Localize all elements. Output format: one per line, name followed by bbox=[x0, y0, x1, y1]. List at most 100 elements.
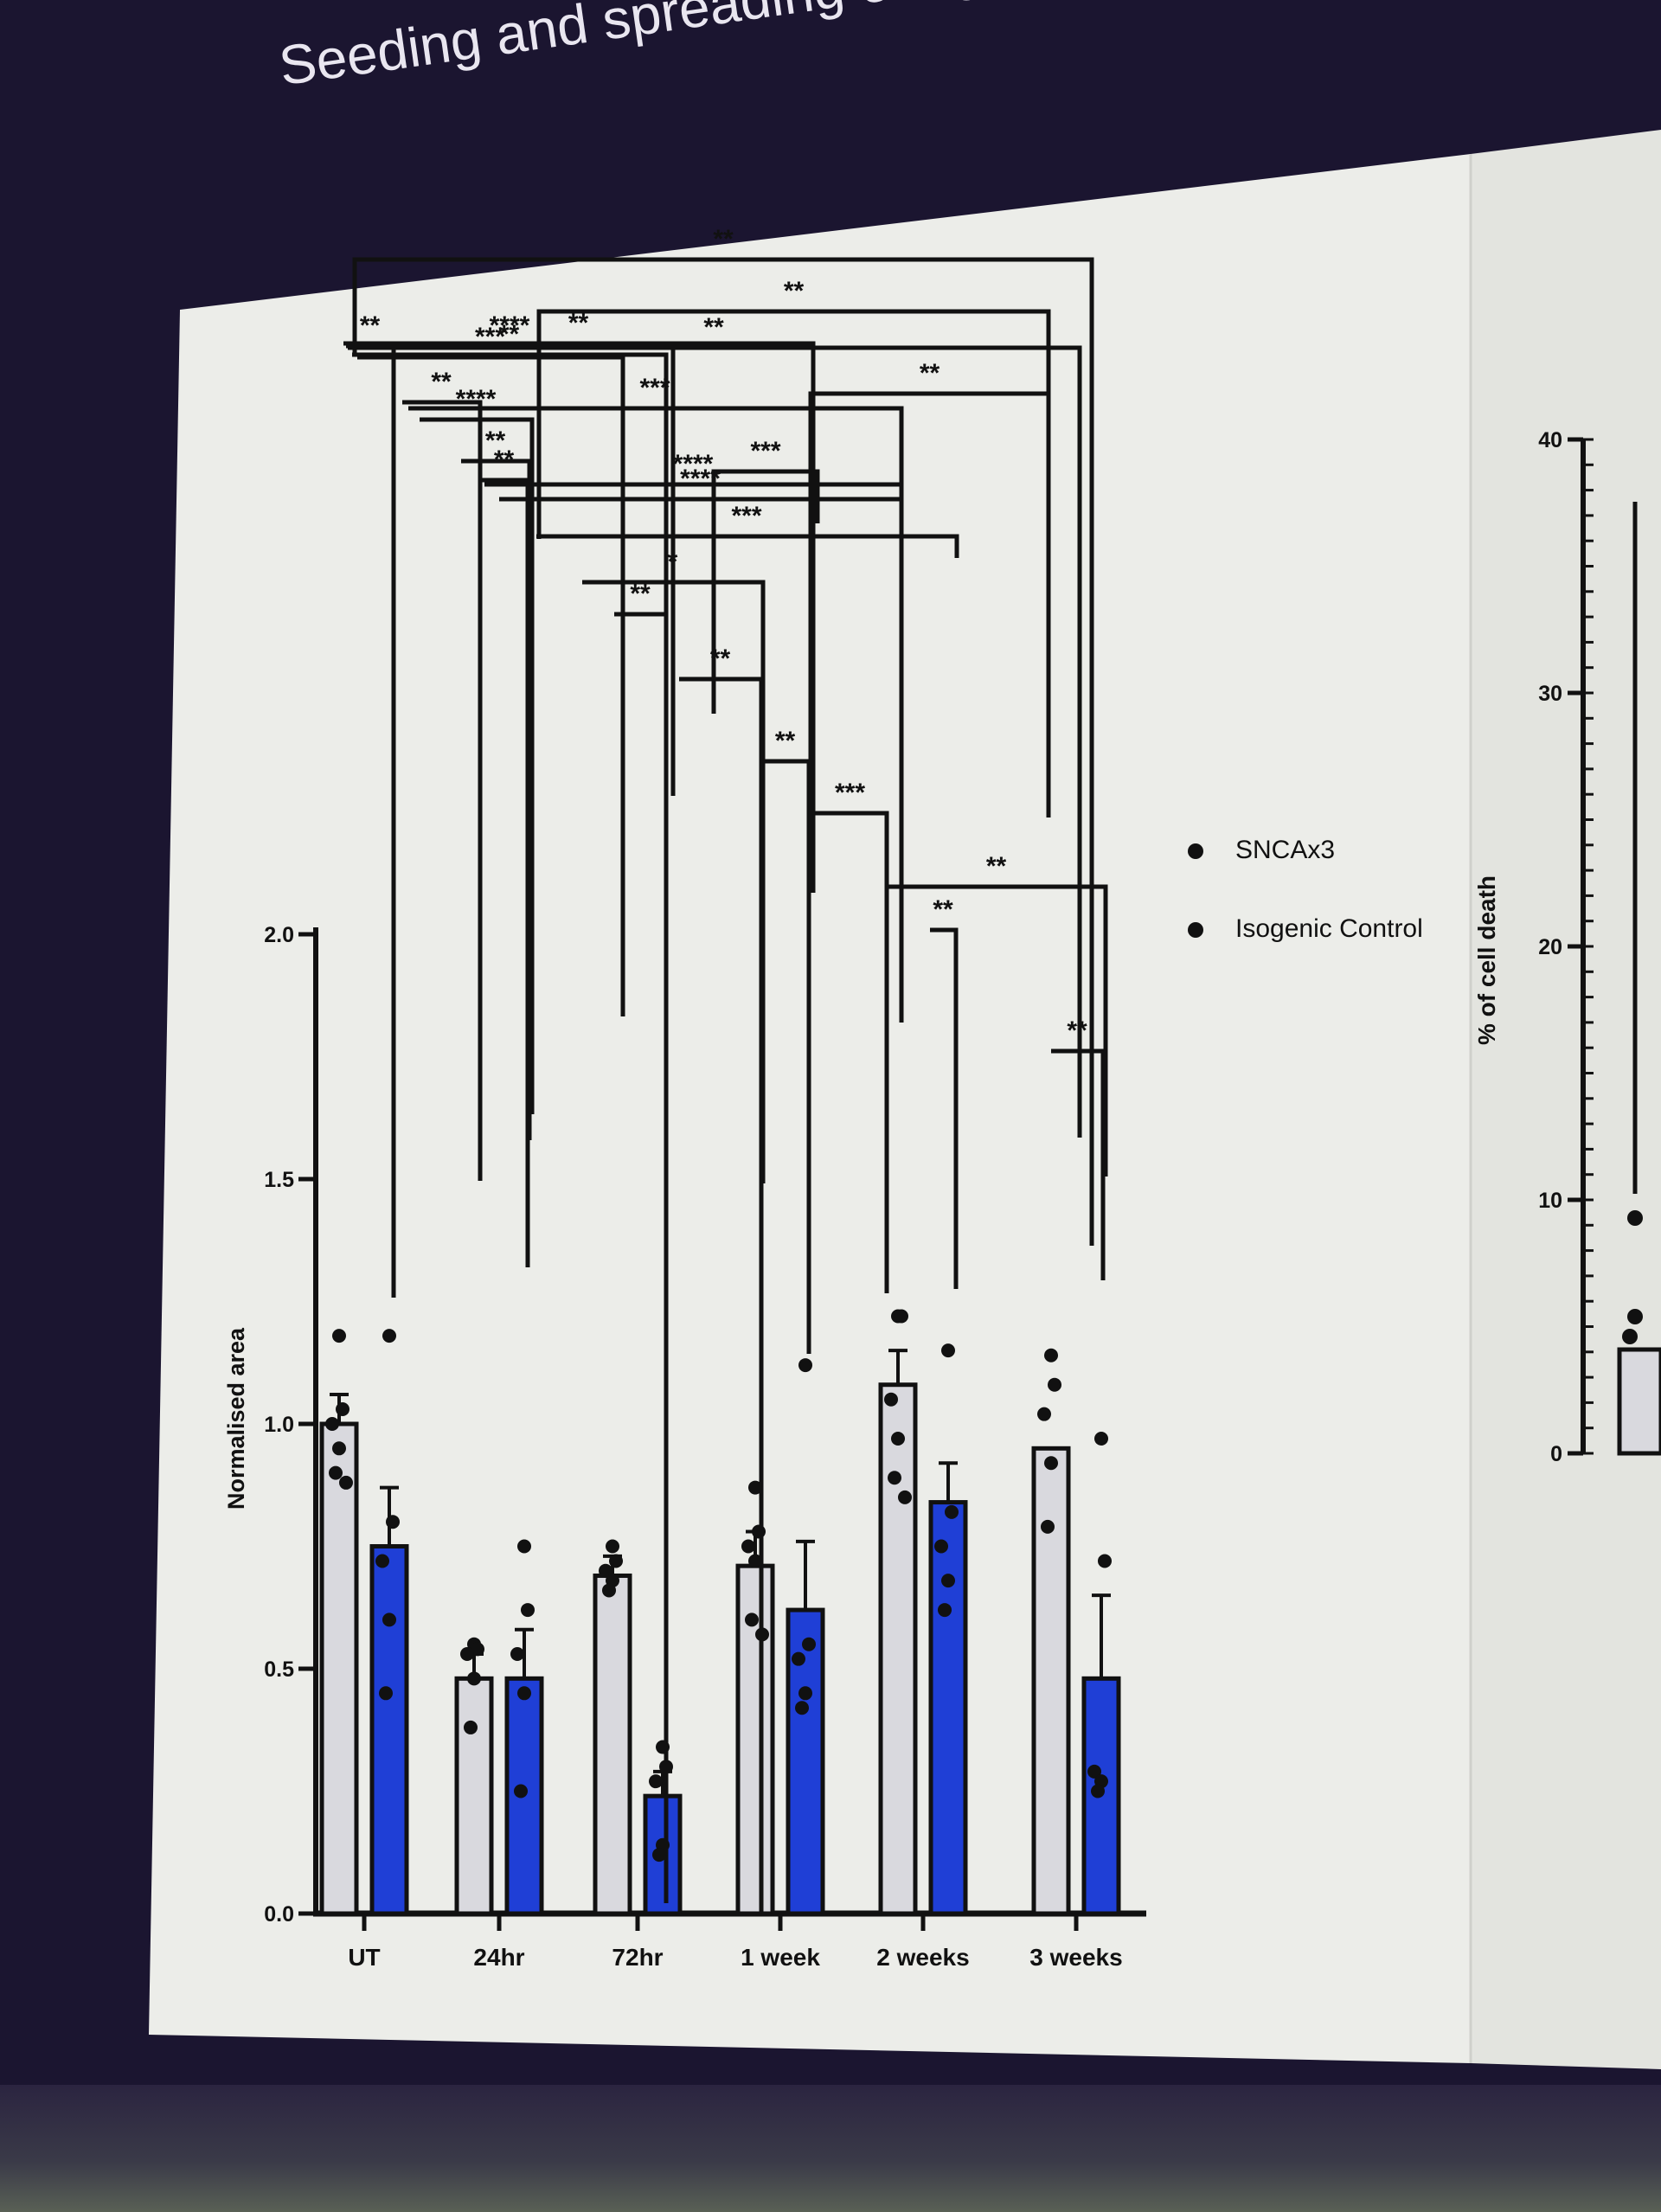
significance-bracket bbox=[808, 391, 1051, 811]
bar-isogenic-control bbox=[369, 1544, 409, 1916]
data-point bbox=[382, 1329, 396, 1343]
data-point bbox=[514, 1784, 528, 1798]
significance-label: ** bbox=[630, 580, 651, 608]
cell-death-bar bbox=[1617, 1347, 1661, 1456]
bar-sncax3 bbox=[878, 1382, 918, 1916]
data-point bbox=[606, 1539, 619, 1554]
significance-label: ** bbox=[986, 852, 1007, 881]
data-point bbox=[792, 1651, 805, 1666]
significance-label: *** bbox=[835, 779, 865, 807]
cell-death-point bbox=[1627, 1309, 1643, 1324]
x-tick-label: UT bbox=[348, 1944, 380, 1971]
cell-death-y-tick-label: 10 bbox=[1538, 1189, 1562, 1213]
data-point bbox=[748, 1480, 762, 1495]
significance-bracket bbox=[1051, 1048, 1106, 1280]
legend-marker-sncax3 bbox=[1188, 843, 1203, 859]
x-tick-label: 1 week bbox=[741, 1944, 820, 1971]
x-ticks: UT 24hr 72hr 1 week 2 weeks 3 weeks bbox=[348, 1914, 1123, 1971]
significance-brackets: ******************** ******* *************… bbox=[343, 225, 1108, 1912]
cell-death-point bbox=[1627, 1210, 1643, 1226]
significance-label: **** bbox=[673, 450, 714, 478]
significance-bracket bbox=[536, 309, 1051, 817]
data-point bbox=[517, 1686, 531, 1701]
significance-bracket bbox=[813, 811, 889, 1293]
significance-label: *** bbox=[731, 502, 761, 530]
data-point bbox=[938, 1603, 952, 1618]
data-point bbox=[945, 1504, 959, 1519]
x-tick-label: 24hr bbox=[473, 1944, 524, 1971]
data-point bbox=[467, 1671, 481, 1686]
cell-death-y-tick-label: 30 bbox=[1538, 682, 1562, 706]
data-point bbox=[941, 1574, 955, 1588]
legend-label-sncax3: SNCAx3 bbox=[1235, 836, 1335, 864]
data-point bbox=[336, 1402, 350, 1417]
cell-death-y-tick-label: 20 bbox=[1538, 935, 1562, 959]
data-point bbox=[339, 1475, 353, 1490]
significance-label: **** bbox=[456, 385, 497, 414]
cell-death-y-ticks: 0 10 20 30 40 bbox=[1538, 428, 1594, 1466]
significance-label: **** bbox=[490, 311, 530, 340]
data-point bbox=[652, 1848, 666, 1863]
bar-sncax3 bbox=[319, 1421, 359, 1916]
significance-label: ** bbox=[775, 727, 796, 755]
data-point bbox=[1041, 1519, 1055, 1534]
data-point bbox=[649, 1774, 663, 1789]
data-point bbox=[386, 1515, 400, 1529]
y-tick-label: 1.0 bbox=[264, 1413, 294, 1437]
legend-label-isogenic-control: Isogenic Control bbox=[1235, 914, 1423, 943]
y-ticks: 0.0 0.5 1.0 1.5 2.0 bbox=[264, 923, 316, 1927]
data-point bbox=[332, 1441, 346, 1456]
data-point bbox=[1044, 1348, 1058, 1362]
significance-label: ** bbox=[710, 644, 731, 673]
significance-label: ** bbox=[713, 225, 734, 253]
significance-label: *** bbox=[750, 437, 780, 465]
x-tick-label: 2 weeks bbox=[876, 1944, 969, 1971]
data-point bbox=[332, 1329, 346, 1343]
data-point bbox=[375, 1554, 389, 1568]
significance-label: ** bbox=[431, 368, 452, 396]
significance-label: ** bbox=[703, 313, 724, 342]
right-chart-panel bbox=[1471, 130, 1661, 2069]
bars bbox=[319, 1309, 1121, 1916]
significance-bracket bbox=[679, 676, 764, 1912]
significance-label: ** bbox=[568, 309, 589, 337]
bar-sncax3 bbox=[593, 1573, 632, 1916]
y-tick-label: 0.5 bbox=[264, 1657, 294, 1682]
data-point bbox=[748, 1554, 762, 1568]
cell-death-y-label: % of cell death bbox=[1473, 875, 1500, 1045]
significance-label: **** bbox=[680, 465, 721, 493]
significance-label: ** bbox=[360, 311, 381, 340]
data-point bbox=[884, 1392, 898, 1407]
significance-bracket bbox=[930, 927, 959, 1289]
significance-label: ** bbox=[1067, 1016, 1087, 1045]
x-tick-label: 72hr bbox=[612, 1944, 663, 1971]
cell-death-point bbox=[1622, 1329, 1638, 1344]
significance-label: ** bbox=[920, 359, 940, 388]
legend-marker-isogenic-control bbox=[1188, 922, 1203, 938]
y-tick-label: 1.5 bbox=[264, 1168, 294, 1192]
data-point bbox=[1098, 1554, 1112, 1568]
significance-bracket bbox=[357, 355, 625, 1016]
significance-label: ** bbox=[485, 426, 506, 455]
y-axis-label: Normalised area bbox=[223, 1327, 249, 1510]
data-point bbox=[934, 1539, 948, 1554]
significance-bracket bbox=[348, 345, 1082, 1138]
data-point bbox=[329, 1465, 343, 1480]
data-point bbox=[325, 1417, 339, 1431]
data-point bbox=[517, 1539, 531, 1554]
data-point bbox=[1094, 1431, 1108, 1446]
data-point bbox=[941, 1343, 955, 1358]
data-point bbox=[464, 1720, 478, 1734]
significance-bracket bbox=[536, 534, 959, 558]
data-point bbox=[888, 1471, 901, 1485]
data-point bbox=[741, 1539, 755, 1554]
data-point bbox=[745, 1613, 759, 1627]
y-tick-label: 0.0 bbox=[264, 1902, 294, 1927]
data-point bbox=[752, 1524, 766, 1539]
data-point bbox=[521, 1603, 535, 1618]
data-point bbox=[379, 1686, 393, 1701]
significance-bracket bbox=[887, 884, 1108, 1177]
y-tick-label: 2.0 bbox=[264, 923, 294, 947]
data-point bbox=[1087, 1764, 1101, 1779]
